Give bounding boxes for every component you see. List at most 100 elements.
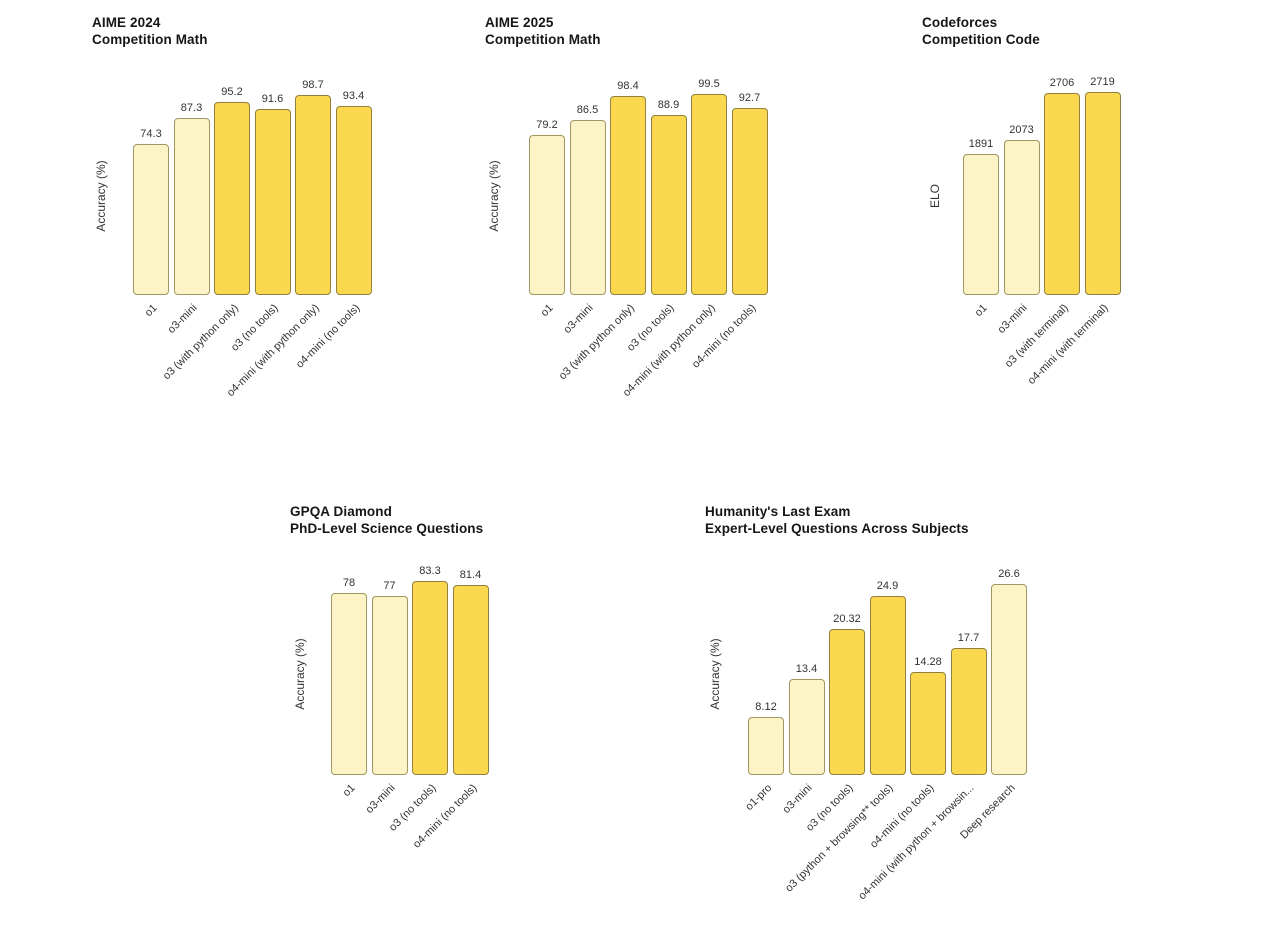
x-tick-label-o3-mini: o3-mini [561, 302, 596, 336]
bar-value-label: 91.6 [261, 93, 284, 105]
chart-aime-2025: AIME 2025 Competition Math Accuracy (%) 79.… [485, 14, 885, 444]
bar-o4-mini-no-tools: 93.4 [335, 90, 372, 295]
x-axis-tick-labels: o1 o3-mini o3 (with terminal) o4-mini (with… [963, 302, 1121, 457]
chart-title: GPQA Diamond [290, 504, 392, 519]
bar-o3-no-tools: 83.3 [412, 565, 448, 775]
bar-value-label: 1891 [968, 138, 994, 150]
tick-slot: o1 [133, 302, 169, 457]
bar-value-label: 95.2 [221, 86, 243, 98]
chart-title: AIME 2025 [485, 15, 554, 30]
chart-subtitle: PhD-Level Science Questions [290, 521, 484, 536]
bar-value-label: 74.3 [140, 128, 162, 140]
chart-title-block: AIME 2025 Competition Math [485, 14, 601, 48]
bar-o3-with-python-only: 98.4 [610, 80, 646, 295]
x-tick-label-o1: o1 [538, 302, 556, 320]
bar-value-label: 14.28 [914, 656, 942, 668]
bar-o4-mini-no-tools: 14.28 [910, 656, 946, 775]
tick-slot: o1 [529, 302, 565, 457]
bar-o4-mini-with-python-only: 99.5 [691, 78, 727, 295]
bar-o3-mini: 87.3 [173, 102, 210, 295]
chart-codeforces: Codeforces Competition Code ELO 1891 2073 270… [922, 14, 1280, 444]
tick-slot: o4-mini (no tools) [293, 302, 372, 457]
chart-title: Codeforces [922, 15, 998, 30]
bar-value-label: 24.9 [876, 580, 899, 592]
bar-o4-mini-no-tools: 92.7 [731, 92, 768, 295]
x-tick-label-o3-mini: o3-mini [995, 302, 1030, 336]
chart-title-block: GPQA Diamond PhD-Level Science Questions [290, 503, 483, 537]
bar-o1-pro: 8.12 [748, 701, 784, 775]
bar-value-label: 2719 [1090, 76, 1115, 88]
bar-group: 8.12 13.4 20.32 24.9 14.28 17.7 26.6 [748, 568, 1027, 775]
chart-subtitle: Competition Math [92, 32, 208, 47]
bar-value-label: 81.4 [459, 569, 482, 581]
x-tick-label-o3-mini: o3-mini [780, 782, 815, 816]
x-tick-label-o1: o1 [142, 302, 160, 320]
x-axis-tick-labels: o1 o3-mini o3 (with python only) o3 (no too… [133, 302, 372, 457]
bar-value-label: 77 [383, 580, 396, 592]
bar-value-label: 8.12 [755, 701, 777, 713]
tick-slot: o1 [331, 782, 367, 935]
bar-o4-mini-with-terminal: 2719 [1084, 76, 1121, 295]
bar-value-label: 98.7 [302, 79, 324, 91]
tick-slot: o3 (no tools) [804, 782, 865, 935]
tick-slot: o3-mini [562, 302, 606, 457]
bar-o1: 1891 [963, 138, 999, 295]
chart-humanitys-last-exam: Humanity's Last Exam Expert-Level Questio… [705, 503, 1105, 933]
tick-slot: o1-pro [744, 782, 784, 935]
tick-slot: o4-mini (with python + browsin... [857, 782, 987, 935]
tick-slot: Deep research [958, 782, 1027, 935]
chart-title-block: AIME 2024 Competition Math [92, 14, 208, 48]
bar-value-label: 92.7 [738, 92, 761, 104]
chart-subtitle: Competition Math [485, 32, 601, 47]
bar-value-label: 93.4 [342, 90, 365, 102]
chart-gpqa-diamond: GPQA Diamond PhD-Level Science Questions A… [290, 503, 690, 933]
x-axis-tick-labels: o1 o3-mini o3 (with python only) o3 (no too… [529, 302, 768, 457]
tick-slot: o4-mini (no tools) [689, 302, 768, 457]
bar-value-label: 26.6 [998, 568, 1020, 580]
tick-slot: o4-mini (no tools) [410, 782, 489, 935]
chart-title-block: Codeforces Competition Code [922, 14, 1040, 48]
bar-value-label: 88.9 [657, 99, 680, 111]
bar-value-label: 83.3 [419, 565, 441, 577]
bar-o3-mini: 86.5 [569, 104, 606, 295]
bar-o3-mini: 2073 [1003, 124, 1040, 295]
bar-value-label: 13.4 [795, 663, 818, 675]
chart-subtitle: Expert-Level Questions Across Subjects [705, 521, 969, 536]
tick-slot: o3 (no tools) [387, 782, 448, 935]
bar-group: 79.2 86.5 98.4 88.9 99.5 92.7 [529, 78, 768, 295]
tick-slot: o3 (with terminal) [1002, 302, 1080, 457]
chart-subtitle: Competition Code [922, 32, 1040, 47]
bar-o4-mini-with-python-browsin: 17.7 [950, 632, 987, 775]
x-axis-tick-labels: o1-pro o3-mini o3 (no tools) o3 (python + b… [744, 782, 1027, 935]
tick-slot: o1 [963, 302, 999, 457]
y-axis-label: Accuracy (%) [293, 638, 307, 710]
tick-slot: o4-mini (no tools) [868, 782, 946, 935]
bar-o3-with-terminal: 2706 [1044, 77, 1080, 295]
tick-slot: o4-mini (with python only) [620, 302, 727, 457]
bar-value-label: 20.32 [833, 613, 861, 625]
chart-title-block: Humanity's Last Exam Expert-Level Questio… [705, 503, 969, 537]
x-tick-label-o3-mini: o3-mini [363, 782, 398, 816]
bar-value-label: 17.7 [957, 632, 980, 644]
chart-title: Humanity's Last Exam [705, 504, 851, 519]
bar-value-label: 99.5 [698, 78, 720, 90]
bar-o3-with-python-only: 95.2 [214, 86, 250, 295]
bar-value-label: 2073 [1009, 124, 1034, 136]
bar-o1: 79.2 [529, 119, 565, 295]
chart-title: AIME 2024 [92, 15, 161, 30]
chart-aime-2024: AIME 2024 Competition Math Accuracy (%) 74.… [92, 14, 492, 444]
bar-o1: 74.3 [133, 128, 169, 295]
bar-group: 74.3 87.3 95.2 91.6 98.7 93.4 [133, 79, 372, 295]
bar-o1: 78 [331, 577, 367, 775]
bar-o3-mini: 13.4 [788, 663, 825, 775]
tick-slot: o3-mini [364, 782, 408, 935]
bar-group: 78 77 83.3 81.4 [331, 565, 489, 775]
bar-o3-no-tools: 20.32 [829, 613, 865, 775]
x-tick-label-o3-mini: o3-mini [165, 302, 200, 336]
tick-slot: o3-mini [166, 302, 210, 457]
y-axis-label: ELO [928, 183, 942, 209]
tick-slot: o3 (no tools) [229, 302, 291, 457]
bar-deep-research: 26.6 [991, 568, 1027, 775]
bar-value-label: 79.2 [536, 119, 558, 131]
